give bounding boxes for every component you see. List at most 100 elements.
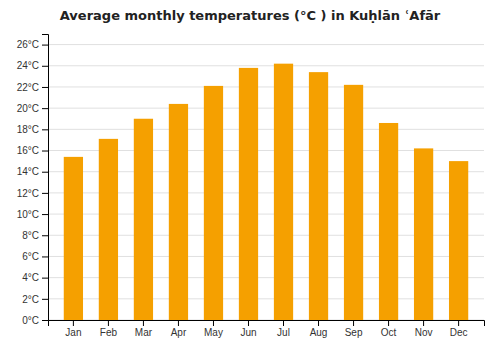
tick-label: 20°C	[17, 103, 39, 114]
tick-label: May	[204, 327, 223, 338]
tick-label: Oct	[381, 327, 397, 338]
bar	[309, 72, 328, 320]
tick-label: 14°C	[17, 166, 39, 177]
bar	[134, 119, 153, 320]
tick-label: Apr	[171, 327, 187, 338]
tick-label: Jan	[65, 327, 81, 338]
tick-label: 18°C	[17, 124, 39, 135]
tick-label: 12°C	[17, 188, 39, 199]
tick-mark	[42, 214, 48, 215]
tick-mark	[42, 45, 48, 46]
grid-line	[48, 108, 484, 109]
x-axis: Jan Feb Mar Apr May Jun Jul Aug Sep Oct Nov Dec	[49, 320, 485, 338]
tick: Jul	[277, 320, 290, 338]
tick-mark	[42, 278, 48, 279]
plot: 0°C 2°C 4°C 6°C 8°C 10°C 12°C 14°C 16°C 18°C 20°C 2…	[17, 35, 485, 339]
tick-mark	[42, 87, 48, 88]
tick-mark	[73, 320, 74, 326]
grid-line	[48, 44, 484, 45]
tick-mark	[42, 172, 48, 173]
tick-mark	[318, 320, 319, 326]
tick: 16°C	[17, 145, 48, 156]
tick-label: Feb	[100, 327, 118, 338]
tick: Jan	[65, 320, 81, 338]
grid-line	[48, 86, 484, 87]
tick: 8°C	[22, 230, 48, 241]
tick-label: 2°C	[22, 294, 39, 305]
tick: Aug	[310, 320, 328, 338]
tick: 10°C	[17, 209, 48, 220]
tick-label: 0°C	[22, 315, 39, 326]
tick: Dec	[450, 320, 468, 338]
tick: 12°C	[17, 188, 48, 199]
tick-label: 4°C	[22, 272, 39, 283]
chart: Average monthly temperatures (°C ) in Ku…	[0, 0, 500, 350]
tick-label: 10°C	[17, 209, 39, 220]
bar	[64, 157, 83, 320]
tick-label: 6°C	[22, 251, 39, 262]
tick-label: Jul	[277, 327, 290, 338]
tick: 6°C	[22, 251, 48, 262]
tick-label: 16°C	[17, 145, 39, 156]
tick-mark	[283, 320, 284, 326]
tick-mark	[108, 320, 109, 326]
bar	[239, 68, 258, 320]
tick-label: Mar	[135, 327, 153, 338]
bar	[204, 86, 223, 320]
tick-label: 24°C	[17, 60, 39, 71]
tick-label: Dec	[450, 327, 468, 338]
tick: Oct	[381, 320, 397, 338]
grid-line	[48, 129, 484, 130]
tick-mark	[143, 320, 144, 326]
tick: 2°C	[22, 294, 48, 305]
tick-mark	[42, 235, 48, 236]
tick: 22°C	[17, 82, 48, 93]
tick: 4°C	[22, 272, 48, 283]
tick-mark	[42, 256, 48, 257]
tick-label: Nov	[415, 327, 433, 338]
tick: Sep	[345, 320, 363, 338]
tick-mark	[248, 320, 249, 326]
bar	[449, 161, 468, 320]
tick: Jun	[240, 320, 256, 338]
tick: Nov	[415, 320, 433, 338]
tick-label: Sep	[345, 327, 363, 338]
tick: May	[204, 320, 223, 338]
bar	[274, 64, 293, 320]
tick-mark	[213, 320, 214, 326]
tick: 24°C	[17, 60, 48, 71]
grid	[48, 45, 484, 320]
bar	[414, 148, 433, 320]
title: Average monthly temperatures (°C ) in Ku…	[60, 8, 441, 23]
tick-mark	[423, 320, 424, 326]
tick: 20°C	[17, 103, 48, 114]
tick: 14°C	[17, 166, 48, 177]
tick-mark	[353, 320, 354, 326]
axis-line	[49, 321, 485, 327]
tick-mark	[42, 320, 48, 321]
tick: 18°C	[17, 124, 48, 135]
tick-mark	[42, 193, 48, 194]
tick-label: Jun	[240, 327, 256, 338]
tick: Feb	[100, 320, 118, 338]
bars	[64, 64, 468, 320]
tick-mark	[42, 66, 48, 67]
tick-mark	[42, 299, 48, 300]
tick-mark	[178, 320, 179, 326]
tick-mark	[388, 320, 389, 326]
bar	[169, 104, 188, 320]
axis-line	[42, 35, 49, 321]
tick-label: Aug	[310, 327, 328, 338]
tick: Apr	[171, 320, 187, 338]
tick-label: 26°C	[17, 39, 39, 50]
y-axis: 0°C 2°C 4°C 6°C 8°C 10°C 12°C 14°C 16°C 18°C 20°C 2…	[17, 35, 49, 326]
bar	[99, 139, 118, 320]
bar	[379, 123, 398, 320]
tick-label: 22°C	[17, 82, 39, 93]
tick-label: 8°C	[22, 230, 39, 241]
tick: 0°C	[22, 315, 48, 326]
tick-mark	[42, 151, 48, 152]
tick-mark	[42, 108, 48, 109]
grid-line	[48, 65, 484, 66]
tick: 26°C	[17, 39, 48, 50]
